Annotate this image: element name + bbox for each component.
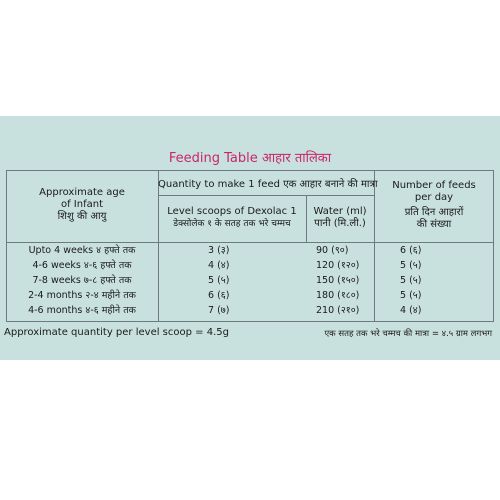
row-age: 4-6 months ४-६ महीने तक bbox=[28, 305, 136, 316]
row-water: 120 (१२०) bbox=[316, 260, 360, 271]
header-bottom-line bbox=[6, 242, 494, 243]
row-scoops: 6 (६) bbox=[208, 290, 230, 301]
row-scoops: 7 (७) bbox=[208, 305, 230, 316]
row-age: 7-8 weeks ७-८ हफ्ते तक bbox=[32, 275, 132, 286]
row-scoops: 3 (३) bbox=[208, 245, 230, 256]
row-water: 180 (१८०) bbox=[316, 290, 360, 301]
header-feeds-en-2: per day bbox=[414, 192, 454, 203]
header-age-en-2: of Infant bbox=[60, 199, 103, 210]
feeding-table-title: Feeding Table आहार तालिका bbox=[168, 151, 332, 166]
header-water-hi: पानी (मि.ली.) bbox=[314, 218, 366, 229]
row-water: 210 (२१०) bbox=[316, 305, 360, 316]
row-scoops: 4 (४) bbox=[208, 260, 230, 271]
feeding-table-panel bbox=[0, 116, 500, 360]
scoop-quantity-note-hi: एक सतह तक भरे चम्मच की मात्रा = ४.५ ग्रा… bbox=[324, 329, 492, 339]
quantity-subheader-line bbox=[158, 195, 374, 196]
row-feeds: 5 (५) bbox=[400, 290, 422, 301]
header-feeds-en: Number of feeds bbox=[392, 180, 476, 191]
row-scoops: 5 (५) bbox=[208, 275, 230, 286]
header-age-en: Approximate age bbox=[39, 187, 125, 198]
header-feeds-hi: प्रति दिन आहारों bbox=[404, 207, 464, 218]
header-scoops-hi: डेक्सोलेक १ के सतह तक भरे चम्मच bbox=[173, 219, 291, 229]
row-age: 2-4 months २-४ महीने तक bbox=[28, 290, 136, 301]
row-age: 4-6 weeks ४-६ हफ्ते तक bbox=[32, 260, 132, 271]
header-feeds-hi-2: की संख्या bbox=[416, 219, 452, 230]
column-divider-water bbox=[306, 195, 307, 242]
header-age-hi: शिशु की आयु bbox=[57, 211, 107, 222]
feeding-table-border bbox=[6, 170, 494, 322]
header-quantity: Quantity to make 1 feed एक आहार बनाने की… bbox=[158, 179, 378, 190]
row-water: 90 (९०) bbox=[316, 245, 349, 256]
row-feeds: 6 (६) bbox=[400, 245, 422, 256]
row-water: 150 (१५०) bbox=[316, 275, 360, 286]
scoop-quantity-note-en: Approximate quantity per level scoop = 4… bbox=[4, 327, 229, 338]
header-water-en: Water (ml) bbox=[313, 206, 367, 217]
row-feeds: 5 (५) bbox=[400, 260, 422, 271]
row-feeds: 5 (५) bbox=[400, 275, 422, 286]
column-divider-age bbox=[158, 170, 159, 322]
column-divider-feeds bbox=[374, 170, 375, 322]
row-age: Upto 4 weeks ४ हफ्ते तक bbox=[28, 245, 136, 256]
header-scoops-en: Level scoops of Dexolac 1 bbox=[167, 206, 297, 217]
row-feeds: 4 (४) bbox=[400, 305, 422, 316]
